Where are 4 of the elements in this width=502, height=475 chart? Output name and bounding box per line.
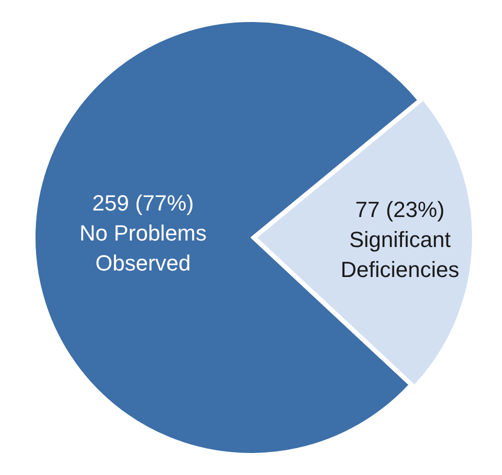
slice-label: No Problems Observed <box>79 220 207 276</box>
data-label: 77 (23%) <box>355 197 445 222</box>
slice-label: Significant Deficiencies <box>340 227 460 282</box>
data-label: 259 (77%) <box>92 190 194 216</box>
